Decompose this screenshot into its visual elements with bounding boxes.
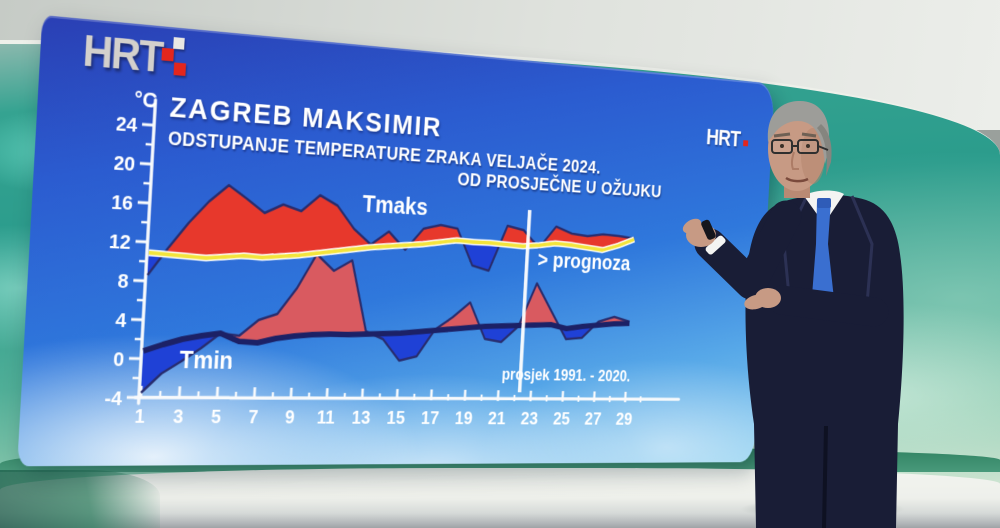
svg-text:Tmin: Tmin [179,348,234,375]
svg-text:11: 11 [316,407,335,428]
svg-text:Tmaks: Tmaks [362,192,429,221]
svg-text:29: 29 [615,410,632,429]
hrt-logo: HRT [81,27,205,92]
hair-back [817,124,832,176]
svg-text:24: 24 [115,112,139,136]
svg-text:20: 20 [113,152,136,176]
sea-corner-shadow [0,470,160,528]
presenter-clicker [701,219,716,240]
svg-text:12: 12 [108,230,131,254]
nose [790,151,799,170]
shirt-cuff [705,235,726,255]
svg-text:25: 25 [552,409,570,429]
svg-text:27: 27 [584,410,602,430]
eyebrows [773,132,817,138]
logo-red-square [161,47,175,62]
trouser-split [822,425,828,528]
hair [767,100,830,164]
presenter [682,100,904,528]
svg-text:15: 15 [386,408,405,429]
suit-torso [745,194,904,528]
raised-arm-sleeve [694,200,802,300]
logo-white-square [173,37,185,50]
waist-fingers [744,294,768,310]
lapel-right [850,195,874,317]
svg-text:7: 7 [248,407,259,428]
eye [806,144,810,148]
face-shading [801,128,825,184]
mouth [785,176,809,183]
svg-text:16: 16 [111,191,134,215]
svg-text:17: 17 [421,408,440,428]
svg-text:9: 9 [284,407,295,428]
glasses-bridge [792,145,829,151]
svg-text:°C: °C [134,86,159,112]
svg-text:5: 5 [210,407,221,428]
svg-text:4: 4 [115,309,128,332]
svg-text:-4: -4 [104,387,123,410]
svg-text:23: 23 [520,409,538,429]
hrt-logo-text: HRT [81,26,164,82]
waist-arm-sleeve [767,285,889,327]
svg-text:0: 0 [113,348,125,371]
svg-text:prosjek 1991. - 2020.: prosjek 1991. - 2020. [501,365,631,385]
svg-text:21: 21 [488,409,507,429]
tie-knot [817,198,831,208]
svg-text:13: 13 [351,408,371,429]
eye [780,144,784,148]
svg-text:3: 3 [172,406,183,428]
logo-red-square [173,62,187,77]
svg-text:19: 19 [454,409,473,429]
tie [812,200,834,314]
svg-text:8: 8 [117,270,129,293]
svg-text:1: 1 [134,406,146,428]
svg-text:> prognoza: > prognoza [537,248,631,275]
weather-board: HRT HRT ZAGREB MAKSIMIR ODSTUPANJE TEMPE… [17,14,775,467]
weather-board-wrapper: HRT HRT ZAGREB MAKSIMIR ODSTUPANJE TEMPE… [17,14,941,517]
fingers [682,218,702,234]
